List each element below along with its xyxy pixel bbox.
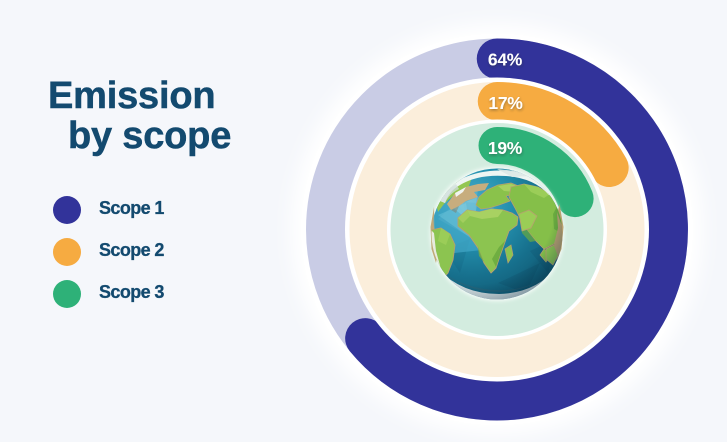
svg-text:17%: 17%	[488, 93, 523, 113]
svg-text:64%: 64%	[488, 50, 523, 70]
svg-text:19%: 19%	[488, 138, 523, 158]
